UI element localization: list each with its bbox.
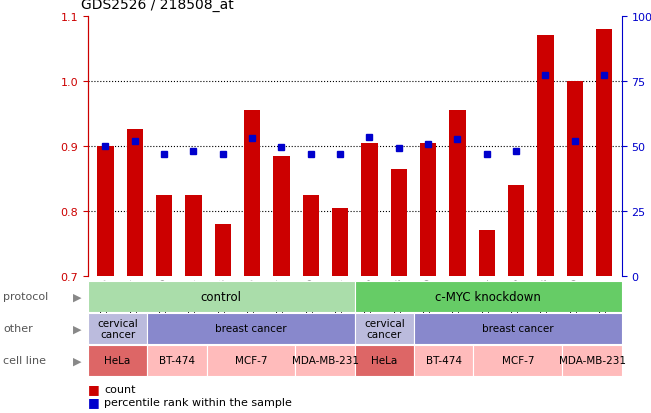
Text: ▶: ▶ (73, 355, 81, 366)
Text: cell line: cell line (3, 355, 46, 366)
Bar (355, 345, 414, 376)
Text: breast cancer: breast cancer (215, 323, 287, 334)
Text: MCF-7: MCF-7 (235, 355, 268, 366)
Bar (273, 156, 290, 276)
Bar (303, 195, 319, 276)
Text: cervical
cancer: cervical cancer (364, 318, 405, 339)
Bar (596, 29, 612, 276)
Bar (98, 147, 113, 276)
Bar (88, 345, 147, 376)
Text: MCF-7: MCF-7 (502, 355, 534, 366)
Text: other: other (3, 323, 33, 334)
Bar (147, 345, 206, 376)
Bar (361, 143, 378, 276)
Bar (562, 345, 622, 376)
Text: ▶: ▶ (73, 323, 81, 334)
Bar (414, 313, 622, 344)
Bar (537, 36, 553, 276)
Bar (391, 169, 407, 276)
Bar (420, 143, 436, 276)
Text: count: count (104, 384, 135, 394)
Text: HeLa: HeLa (371, 355, 398, 366)
Bar (414, 345, 473, 376)
Bar (215, 224, 231, 276)
Text: HeLa: HeLa (104, 355, 131, 366)
Bar (296, 345, 355, 376)
Bar (88, 281, 355, 312)
Bar (186, 195, 202, 276)
Bar (567, 81, 583, 276)
Text: percentile rank within the sample: percentile rank within the sample (104, 397, 292, 407)
Text: BT-474: BT-474 (426, 355, 462, 366)
Bar (147, 313, 355, 344)
Text: BT-474: BT-474 (159, 355, 195, 366)
Bar (355, 313, 414, 344)
Bar (508, 185, 524, 276)
Text: protocol: protocol (3, 292, 49, 302)
Bar (332, 208, 348, 276)
Text: control: control (201, 290, 242, 303)
Text: ▶: ▶ (73, 292, 81, 302)
Bar (478, 231, 495, 276)
Bar (206, 345, 296, 376)
Bar (449, 111, 465, 276)
Bar (88, 313, 147, 344)
Bar (355, 281, 622, 312)
Text: GDS2526 / 218508_at: GDS2526 / 218508_at (81, 0, 234, 12)
Text: ■: ■ (88, 382, 100, 395)
Bar (244, 111, 260, 276)
Text: MDA-MB-231: MDA-MB-231 (292, 355, 359, 366)
Text: cervical
cancer: cervical cancer (97, 318, 138, 339)
Bar (156, 195, 173, 276)
Text: breast cancer: breast cancer (482, 323, 554, 334)
Bar (473, 345, 562, 376)
Text: MDA-MB-231: MDA-MB-231 (559, 355, 626, 366)
Text: c-MYC knockdown: c-MYC knockdown (436, 290, 541, 303)
Text: ■: ■ (88, 395, 100, 408)
Bar (127, 130, 143, 276)
